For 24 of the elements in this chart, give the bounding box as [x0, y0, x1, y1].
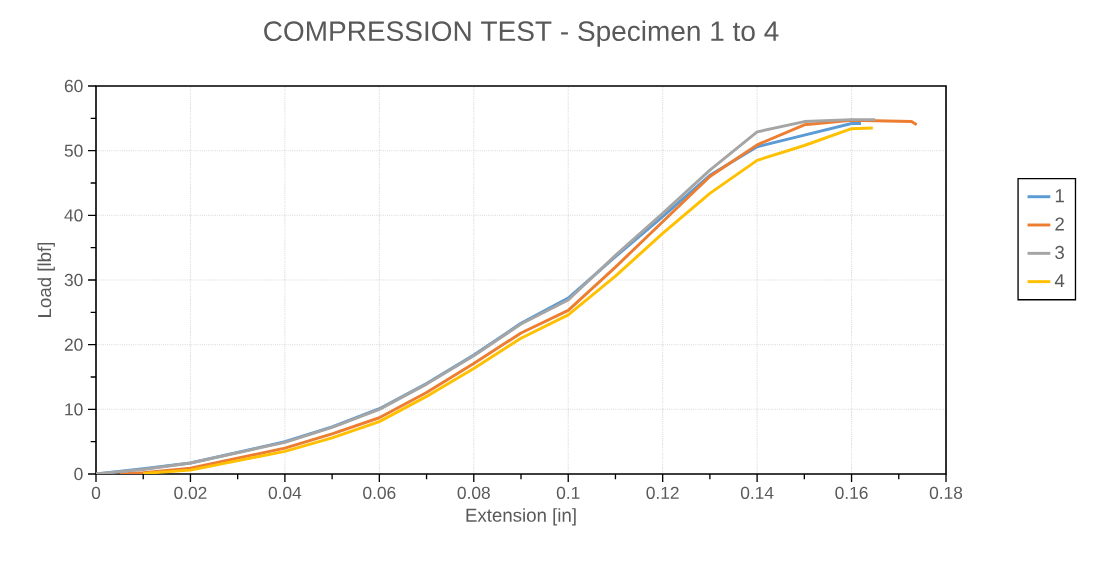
- legend-label: 2: [1055, 217, 1064, 231]
- x-tick-label: 0.18: [929, 486, 963, 499]
- chart-title: COMPRESSION TEST - Specimen 1 to 4: [264, 20, 779, 47]
- x-tick-label: 0.12: [646, 486, 679, 499]
- x-tick-label: 0.08: [457, 486, 490, 499]
- y-tick-label: 10: [65, 403, 83, 416]
- y-tick-label: 60: [64, 79, 83, 93]
- y-tick-label: 40: [64, 209, 83, 222]
- y-tick-label: 30: [64, 273, 83, 287]
- x-tick-label: 0.14: [740, 486, 774, 499]
- x-tick-label: 0.16: [835, 486, 868, 499]
- legend-label: 3: [1055, 245, 1064, 260]
- x-tick-label: 0.04: [268, 486, 302, 499]
- y-tick-label: 20: [64, 338, 83, 351]
- y-axis-title: Load [lbf]: [37, 242, 55, 317]
- y-tick-label: 50: [64, 144, 83, 157]
- y-tick-label: 0: [74, 467, 83, 481]
- x-tick-label: 0: [91, 486, 101, 499]
- legend-label: 1: [1055, 189, 1064, 203]
- x-tick-label: 0.02: [174, 486, 207, 499]
- x-tick-label: 0.06: [363, 486, 396, 499]
- legend-label: 4: [1054, 274, 1065, 288]
- x-axis-title: Extension [in]: [466, 508, 576, 526]
- x-tick-label: 0.1: [556, 486, 580, 499]
